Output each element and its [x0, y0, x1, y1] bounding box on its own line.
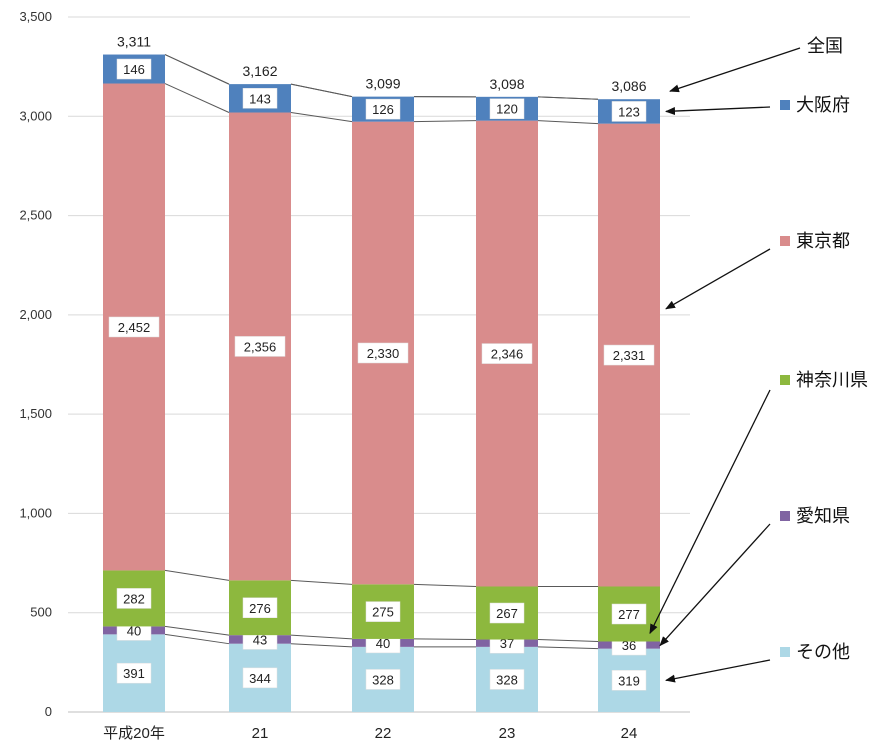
data-label: 276: [249, 601, 271, 616]
x-tick-label: 23: [499, 725, 516, 742]
x-tick-label: 平成20年: [103, 725, 165, 742]
total-connector-line: [291, 84, 352, 97]
legend-arrow-total: [670, 48, 800, 91]
data-label: 143: [249, 91, 271, 106]
data-label: 2,346: [491, 347, 524, 362]
legend-arrow: [666, 107, 770, 111]
total-label: 3,162: [242, 63, 277, 79]
total-connector-line: [165, 55, 229, 85]
series-connector-line: [291, 113, 352, 122]
data-label: 275: [372, 605, 394, 620]
series-connector-line: [414, 584, 476, 586]
x-tick-label: 24: [621, 725, 638, 742]
data-label: 146: [123, 62, 145, 77]
data-label: 123: [618, 104, 640, 119]
data-label: 277: [618, 607, 640, 622]
legend-swatch: [780, 647, 790, 657]
series-connector-line: [538, 640, 598, 642]
y-tick-label: 2,500: [19, 208, 52, 223]
legend-label: その他: [796, 642, 850, 662]
legend-swatch: [780, 511, 790, 521]
legend-arrow: [660, 524, 770, 646]
series-connector-line: [291, 580, 352, 584]
series-connector-line: [291, 644, 352, 647]
data-label: 2,331: [613, 348, 646, 363]
legend-arrow: [650, 390, 770, 633]
legend-arrow: [666, 660, 770, 680]
total-label: 3,099: [365, 76, 400, 92]
data-label: 2,330: [367, 346, 400, 361]
data-label: 328: [372, 672, 394, 687]
data-label: 2,356: [244, 339, 277, 354]
total-label: 3,098: [489, 76, 524, 92]
legend-label: 愛知県: [796, 506, 850, 526]
data-label: 391: [123, 666, 145, 681]
data-label: 282: [123, 591, 145, 606]
y-tick-label: 3,000: [19, 108, 52, 123]
total-label: 3,311: [117, 34, 151, 50]
total-connector-line: [538, 97, 598, 99]
data-label: 267: [496, 606, 518, 621]
legend-arrow: [666, 249, 770, 309]
legend-swatch: [780, 100, 790, 110]
y-tick-label: 0: [45, 704, 52, 719]
y-tick-label: 1,000: [19, 505, 52, 520]
legend-label: 大阪府: [796, 95, 850, 115]
y-tick-label: 500: [30, 605, 52, 620]
data-label: 2,452: [118, 320, 151, 335]
series-connector-line: [165, 570, 229, 580]
data-label: 344: [249, 671, 271, 686]
data-label: 319: [618, 673, 640, 688]
data-label: 126: [372, 102, 394, 117]
y-tick-label: 3,500: [19, 9, 52, 24]
y-tick-label: 1,500: [19, 406, 52, 421]
legend-label: 東京都: [796, 231, 850, 251]
x-tick-label: 21: [252, 725, 269, 742]
y-tick-label: 2,000: [19, 307, 52, 322]
data-label: 120: [496, 102, 518, 117]
data-label: 328: [496, 672, 518, 687]
series-connector-line: [165, 84, 229, 113]
series-connector-line: [538, 647, 598, 649]
series-connector-line: [165, 626, 229, 635]
series-connector-line: [165, 634, 229, 643]
legend-label: 神奈川県: [796, 370, 868, 390]
series-connector-line: [538, 121, 598, 124]
series-connector-line: [414, 121, 476, 122]
x-tick-label: 22: [375, 725, 392, 742]
series-connector-line: [291, 635, 352, 639]
series-connector-line: [414, 639, 476, 640]
legend-swatch: [780, 236, 790, 246]
legend-label-total: 全国: [807, 36, 843, 56]
legend-swatch: [780, 375, 790, 385]
total-label: 3,086: [611, 78, 646, 94]
